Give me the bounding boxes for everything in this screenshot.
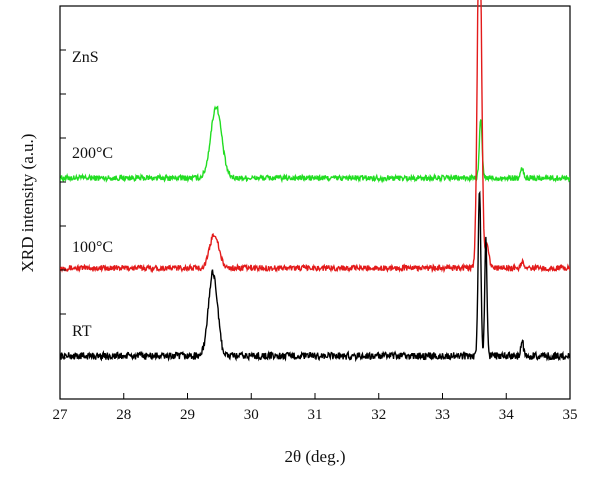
series-label-100c: 100°C [72, 239, 113, 256]
series-layer [60, 0, 570, 363]
x-tick-label: 34 [499, 407, 515, 423]
top-label: ZnS [72, 49, 99, 66]
x-tick-label: 30 [244, 407, 259, 423]
x-tick-label: 28 [116, 407, 131, 423]
x-axis-ticks: 27 28 29 30 31 32 33 34 35 [53, 393, 578, 423]
x-tick-label: 33 [435, 407, 450, 423]
series-line-0 [60, 105, 570, 184]
series-label-rt: RT [72, 323, 92, 340]
x-tick-label: 31 [308, 407, 323, 423]
x-tick-label: 32 [371, 407, 386, 423]
y-axis-ticks [60, 5, 66, 359]
y-axis-label: XRD intensity (a.u.) [18, 134, 37, 273]
x-tick-label: 35 [563, 407, 578, 423]
series-label-200c: 200°C [72, 145, 113, 162]
series-line-2 [60, 190, 570, 363]
x-tick-label: 29 [180, 407, 195, 423]
plot-area [59, 5, 571, 400]
x-axis-label: 2θ (deg.) [284, 447, 345, 466]
x-tick-label: 27 [53, 407, 69, 423]
